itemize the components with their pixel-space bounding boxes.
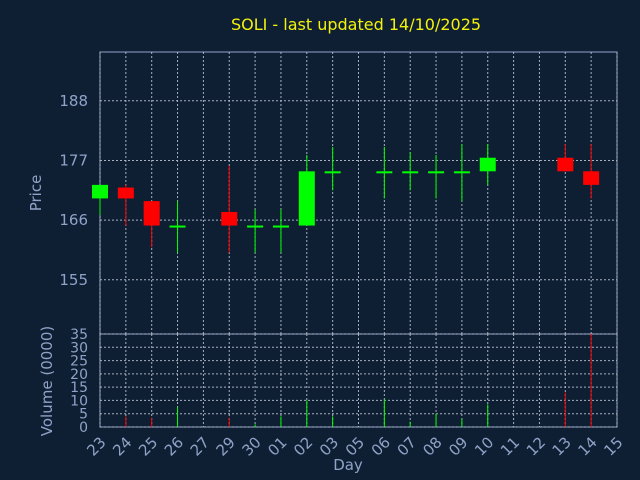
day-tick-label: 27 — [187, 433, 213, 459]
day-tick-label: 12 — [523, 433, 549, 459]
day-tick-label: 10 — [471, 433, 497, 459]
candle-body — [247, 225, 264, 228]
price-tick-label: 166 — [59, 211, 88, 229]
day-tick-label: 06 — [368, 433, 394, 459]
day-tick-label: 29 — [213, 433, 239, 459]
price-axis: 155 166 177 188 — [59, 92, 88, 289]
day-tick-label: 09 — [445, 433, 471, 459]
candle-body — [376, 171, 393, 174]
candle-body — [583, 171, 600, 185]
volume-bars — [125, 334, 592, 427]
candle-body — [117, 187, 134, 199]
candle-body — [221, 211, 238, 226]
candle-body — [298, 171, 315, 226]
day-tick-label: 13 — [549, 433, 575, 459]
candle-body — [402, 171, 419, 174]
day-tick-label: 23 — [83, 433, 109, 459]
price-tick-label: 177 — [59, 151, 88, 169]
candle-body — [557, 157, 574, 172]
candle-body — [143, 201, 160, 226]
price-grid — [99, 52, 618, 334]
day-axis-label: Day — [333, 456, 363, 474]
candle-body — [272, 225, 289, 228]
price-tick-label: 188 — [59, 92, 88, 110]
volume-tick-label: 30 — [70, 340, 88, 356]
volume-tick-label: 10 — [70, 393, 88, 409]
day-tick-label: 01 — [264, 433, 290, 459]
candle-body — [453, 171, 470, 174]
price-axis-label: Price — [27, 175, 45, 212]
price-candles — [92, 144, 600, 253]
day-tick-label: 24 — [109, 433, 135, 459]
volume-tick-label: 35 — [70, 327, 88, 343]
candle-body — [92, 184, 108, 199]
volume-tick-label: 20 — [70, 367, 88, 383]
volume-tick-label: 0 — [79, 420, 88, 436]
volume-tick-label: 15 — [70, 380, 88, 396]
candle-body — [479, 157, 496, 172]
day-tick-label: 02 — [290, 433, 316, 459]
volume-tick-label: 5 — [79, 407, 88, 423]
day-tick-label: 07 — [394, 433, 420, 459]
day-tick-label: 15 — [600, 433, 626, 459]
volume-tick-label: 25 — [70, 354, 88, 370]
day-tick-label: 26 — [161, 433, 187, 459]
day-tick-label: 25 — [135, 433, 161, 459]
candle-body — [428, 171, 445, 174]
day-tick-label: 30 — [238, 433, 264, 459]
candle-body — [324, 171, 341, 174]
day-tick-label: 08 — [419, 433, 445, 459]
day-tick-label: 14 — [574, 433, 600, 459]
volume-axis-label: Volume (0000) — [38, 326, 56, 436]
candle-body — [169, 225, 186, 228]
chart-title: SOLI - last updated 14/10/2025 — [231, 15, 481, 34]
day-tick-label: 11 — [497, 433, 523, 459]
price-tick-label: 155 — [59, 271, 88, 289]
